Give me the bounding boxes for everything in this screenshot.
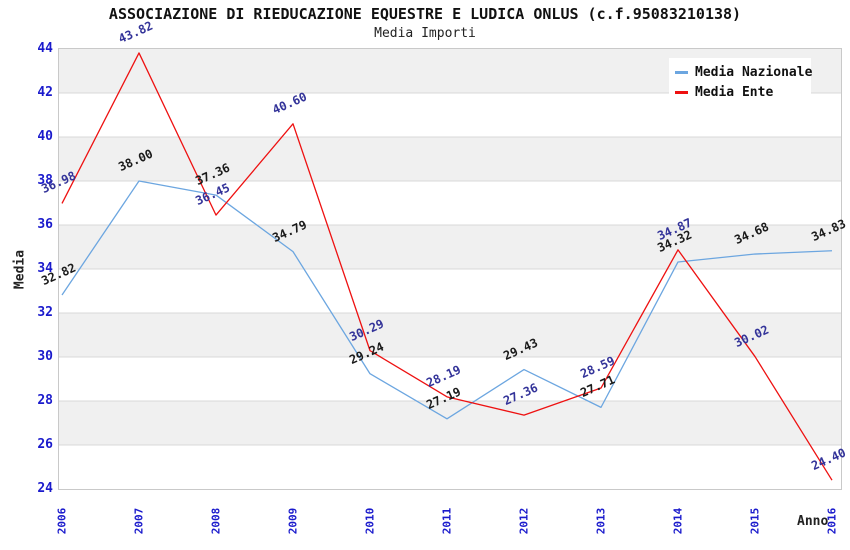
y-tick-label: 32	[37, 305, 53, 320]
legend-label: Media Nazionale	[695, 64, 813, 80]
y-tick-label: 30	[37, 349, 53, 364]
legend-item-media-ente: Media Ente	[675, 82, 805, 102]
series-line-media-ente	[61, 52, 833, 481]
y-tick-label: 28	[37, 393, 53, 408]
background-band	[59, 401, 841, 445]
x-tick-label: 2011	[440, 507, 454, 535]
legend-item-media-nazionale: Media Nazionale	[675, 62, 812, 82]
plot-canvas	[59, 49, 841, 481]
chart-title: ASSOCIAZIONE DI RIEDUCAZIONE EQUESTRE E …	[108, 5, 742, 23]
series-line-media-nazionale	[61, 180, 833, 420]
x-tick-label: 2010	[363, 507, 377, 535]
y-tick-label: 26	[37, 437, 53, 452]
x-axis-title: Anno	[797, 514, 829, 529]
x-tick-label: 2012	[517, 507, 531, 535]
y-tick-label: 40	[37, 129, 53, 144]
x-tick-label: 2008	[209, 507, 223, 535]
y-tick-label: 36	[37, 217, 53, 232]
x-tick-label: 2014	[671, 507, 685, 535]
background-band	[59, 137, 841, 181]
legend-swatch-blue-line	[675, 70, 688, 74]
background-band	[59, 225, 841, 269]
y-tick-label: 44	[37, 41, 53, 56]
x-tick-label: 2009	[286, 507, 300, 535]
y-tick-label: 38	[37, 173, 53, 188]
legend-swatch-red-line	[675, 90, 688, 94]
x-tick-label: 2007	[132, 507, 146, 535]
plot-area	[58, 48, 842, 490]
y-tick-label: 42	[37, 85, 53, 100]
x-tick-label: 2015	[748, 507, 762, 535]
legend-label: Media Ente	[695, 84, 774, 100]
x-tick-label: 2006	[55, 507, 69, 535]
y-tick-label: 24	[37, 481, 53, 496]
background-band	[59, 313, 841, 357]
y-tick-label: 34	[37, 261, 53, 276]
x-tick-label: 2013	[594, 507, 608, 535]
legend: Media Nazionale Media Ente	[669, 58, 812, 108]
chart-subtitle: Media Importi	[374, 26, 476, 41]
